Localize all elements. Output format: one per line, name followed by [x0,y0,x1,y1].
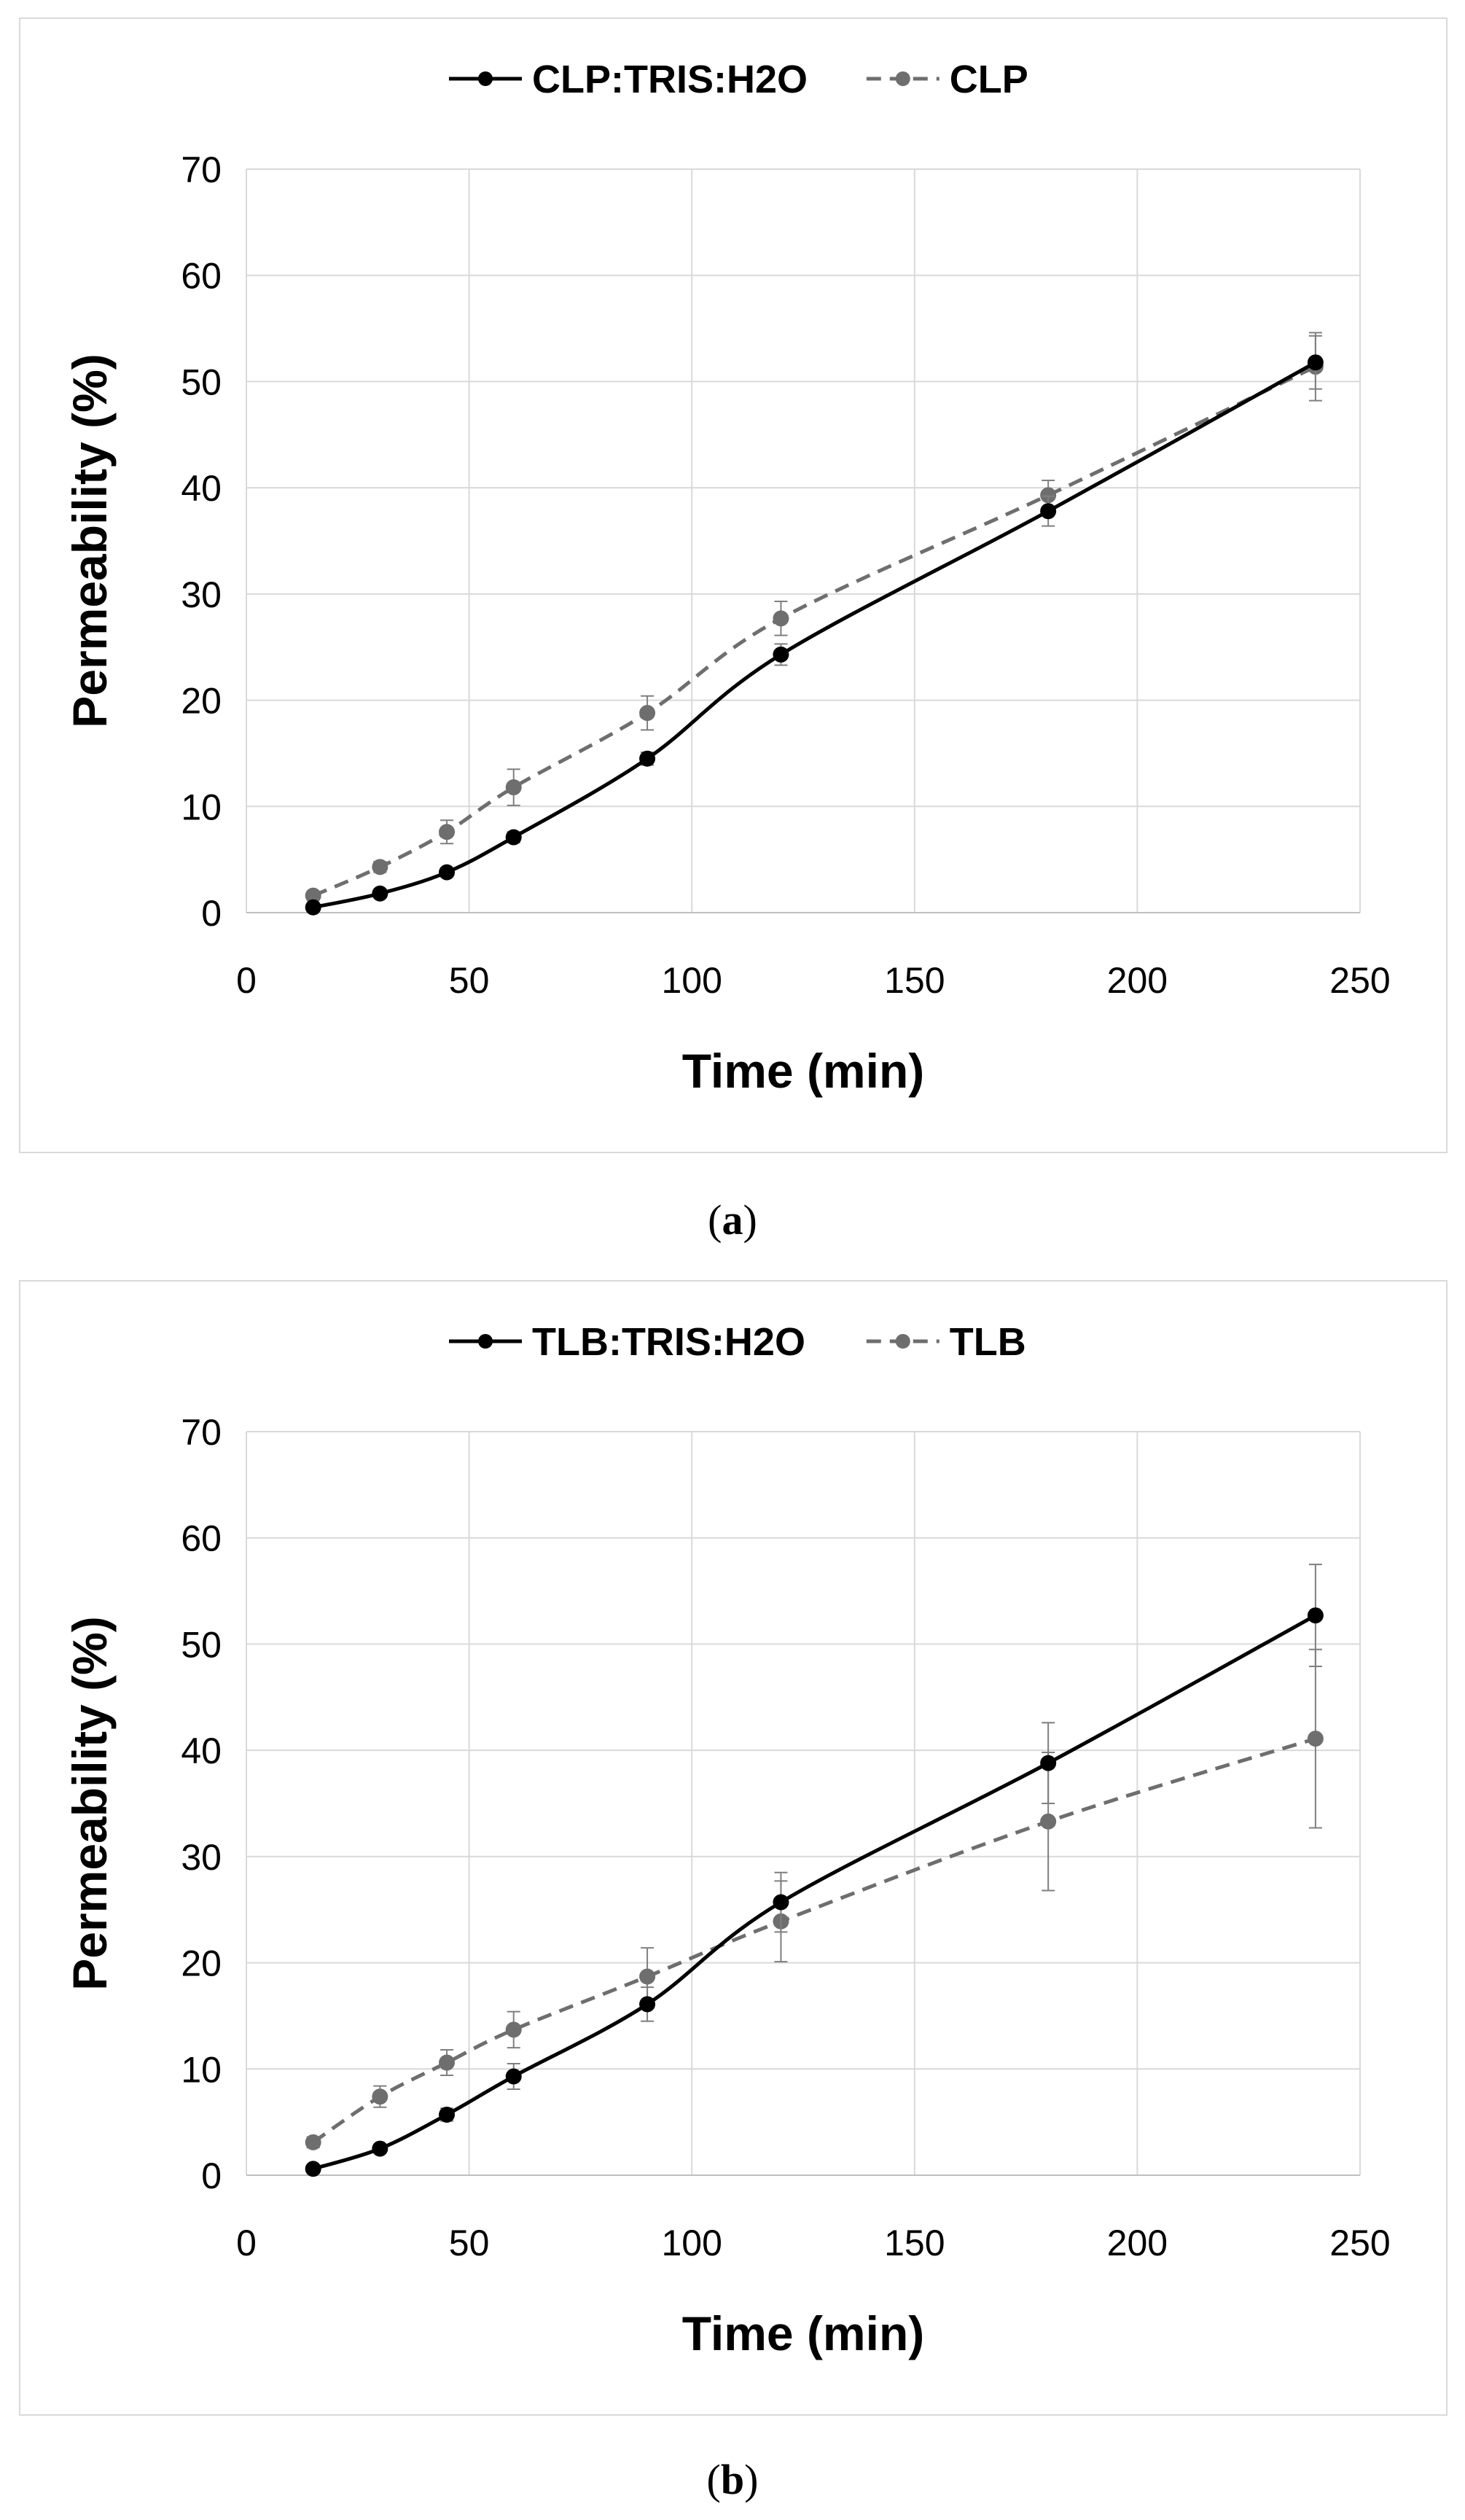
chart-panel-a: 0 10 20 30 40 50 60 70 0 50 100 150 200 250 Time (min)… [19,17,1448,1153]
y-axis-title: Permeability (%) [63,1616,117,1991]
caption-a-open: ( [708,1196,722,1244]
caption-b: (b) [0,2455,1465,2504]
x-tick-label: 250 [1329,2223,1390,2263]
data-point [372,859,388,875]
data-point [1040,503,1057,520]
y-tick-label: 50 [181,1624,222,1665]
data-point [1040,1755,1057,1771]
x-tick-label: 0 [236,2223,257,2263]
x-tick-label: 50 [449,960,490,1001]
caption-a: (a) [0,1195,1465,1244]
caption-b-close: ) [744,2456,759,2503]
legend-label: CLP:TRIS:H2O [532,58,808,101]
y-tick-label: 20 [181,681,222,722]
x-tick-label: 100 [661,960,722,1001]
chart-b-svg: 0 10 20 30 40 50 60 70 0 50 100 150 200 250 Time (min)… [63,1320,1391,2360]
legend-label: CLP [950,58,1028,101]
caption-a-close: ) [743,1196,757,1244]
data-point [639,1996,656,2013]
caption-b-open: ( [706,2456,721,2503]
legend: CLP:TRIS:H2O CLP [449,58,1028,101]
legend: TLB:TRIS:H2O TLB [449,1320,1026,1364]
y-tick-label: 20 [181,1943,222,1984]
x-tick-label: 250 [1329,960,1390,1001]
chart-panel-b: 0 10 20 30 40 50 60 70 0 50 100 150 200 250 Time (min)… [19,1280,1448,2416]
legend-label: TLB [950,1320,1026,1364]
data-point [505,779,522,796]
x-tick-label: 100 [661,2223,722,2263]
data-point [305,899,321,916]
y-tick-label: 10 [181,787,222,827]
data-point [1307,354,1324,371]
x-tick-label: 150 [884,960,945,1001]
legend-label: TLB:TRIS:H2O [532,1320,805,1364]
data-point [439,2054,456,2071]
chart-a-svg: 0 10 20 30 40 50 60 70 0 50 100 150 200 250 Time (min)… [63,58,1391,1098]
data-point [1307,1607,1324,1624]
series-CLP:TRIS:H2O [305,335,1324,916]
x-tick-label: 0 [236,960,257,1001]
series-line [312,1736,1316,2144]
series-line [312,364,1316,897]
y-tick-label: 70 [181,149,222,190]
y-tick-label: 0 [201,2156,222,2196]
data-point [505,829,522,846]
y-tick-label: 40 [181,468,222,509]
x-tick-label: 150 [884,2223,945,2263]
y-tick-label: 0 [201,893,222,934]
y-tick-label: 70 [181,1412,222,1453]
caption-b-letter: b [720,2456,745,2503]
y-tick-label: 30 [181,1837,222,1878]
data-point [773,1894,789,1911]
legend-swatch-marker [895,1334,910,1349]
y-tick-label: 60 [181,1518,222,1559]
legend-swatch-marker [478,1334,493,1349]
x-axis-title: Time (min) [682,1044,924,1098]
series-TLB:TRIS:H2O [305,1564,1324,2177]
data-point [372,885,388,902]
y-tick-label: 10 [181,2049,222,2090]
data-point [505,2068,522,2085]
series-line [313,361,1317,910]
data-point [439,864,456,881]
x-axis-title: Time (min) [682,2306,924,2360]
y-axis-title: Permeability (%) [63,354,117,728]
series-line [312,1613,1317,2171]
y-tick-label: 30 [181,574,222,615]
data-point [372,2088,388,2105]
data-point [305,2161,321,2177]
y-tick-label: 40 [181,1731,222,1771]
data-point [639,1968,656,1985]
x-tick-label: 50 [449,2223,490,2263]
series-CLP [305,332,1324,904]
data-point [639,705,656,722]
data-point [439,824,456,840]
legend-swatch-marker [895,71,910,86]
data-point [639,750,656,767]
data-point [305,887,321,904]
y-tick-label: 60 [181,256,222,297]
data-point [773,646,789,663]
data-point [439,2106,456,2123]
data-point [773,610,789,627]
data-point [372,2140,388,2157]
x-tick-label: 200 [1107,2223,1168,2263]
data-point [505,2021,522,2038]
x-tick-label: 200 [1107,960,1168,1001]
legend-swatch-marker [478,71,493,86]
data-point [305,2134,321,2150]
y-tick-label: 50 [181,362,222,402]
data-point [1307,1731,1324,1747]
data-point [1040,487,1057,504]
data-point [1040,1813,1057,1830]
series-TLB [305,1648,1324,2150]
caption-a-letter: a [722,1196,743,1244]
